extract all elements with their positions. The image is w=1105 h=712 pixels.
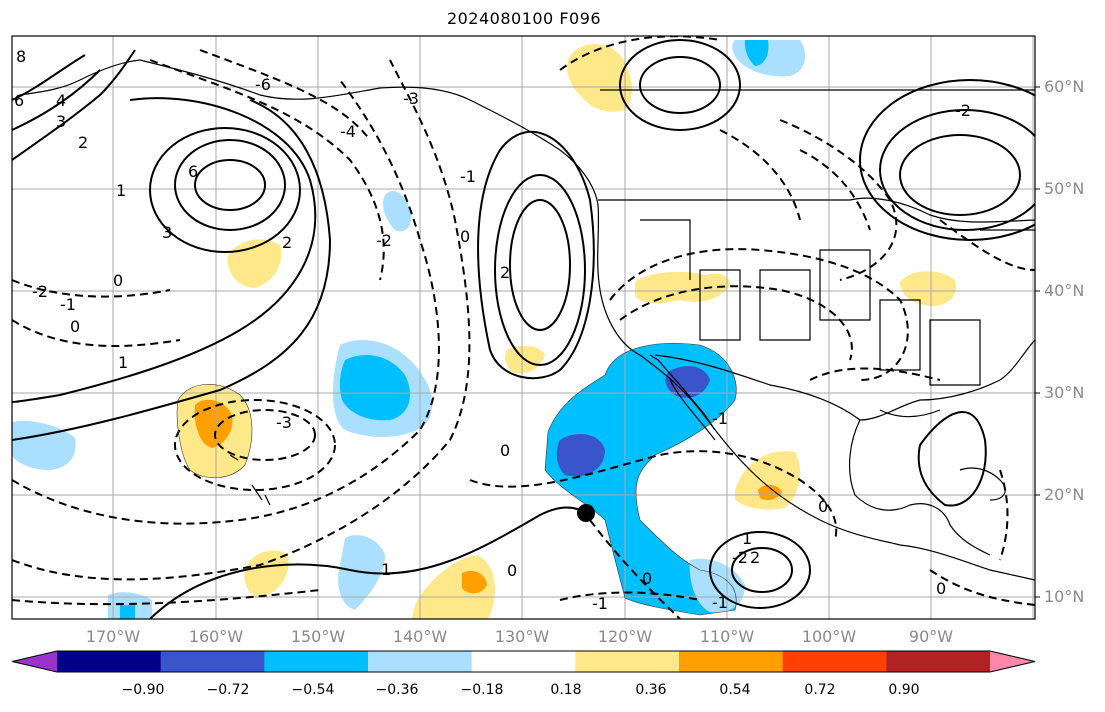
contour-label: 0 (460, 227, 470, 246)
contour-label: 0 (500, 441, 510, 460)
contour-label: 1 (742, 529, 752, 548)
colorbar-label: 0.90 (888, 682, 920, 698)
contours-positive (12, 39, 1035, 619)
lon-label: 140°W (392, 627, 448, 646)
contour-label: 6 (188, 162, 198, 181)
contour-label: -2 (376, 231, 392, 250)
shade-region (412, 555, 495, 619)
contour-label: 0 (70, 317, 80, 336)
colorbar-label: −0.18 (460, 682, 504, 698)
shade-region (383, 190, 412, 232)
shade-region (545, 343, 737, 615)
colorbar-swatch (782, 651, 887, 672)
contour-label: 2 (282, 233, 292, 252)
coastlines (19, 59, 1035, 581)
lat-label: 10°N (1044, 587, 1085, 606)
shade-region (12, 420, 76, 470)
contour-label: 0 (113, 271, 123, 290)
contour-label: -6 (255, 75, 271, 94)
black-dot-marker (577, 504, 595, 522)
colorbar-label: 0.18 (550, 682, 582, 698)
region-outlines (176, 343, 737, 616)
colorbar-swatch (368, 651, 473, 672)
shade-region (120, 605, 135, 619)
contour-label: -1 (712, 409, 728, 428)
colorbar-swatch (471, 651, 576, 672)
contour-label: 1 (116, 181, 126, 200)
map-title: 2024080100 F096 (446, 9, 602, 28)
plot-frame (11, 35, 1036, 620)
colorbar-outline (11, 650, 1036, 673)
lon-label: 90°W (908, 627, 954, 646)
contour-label: 3 (56, 112, 66, 131)
lon-label: 170°W (85, 627, 141, 646)
contour-label: 4 (56, 91, 66, 110)
contour-label: 1 (381, 560, 391, 579)
plot-area (12, 36, 1035, 619)
shade-region (744, 40, 769, 66)
lon-label: 160°W (188, 627, 244, 646)
colorbar-extend-low (12, 651, 57, 672)
contour-label: 3 (162, 223, 172, 242)
shade-region (462, 570, 487, 594)
colorbar-label: −0.72 (206, 682, 250, 698)
contour-label: 0 (507, 561, 517, 580)
contour-label: 0 (936, 579, 946, 598)
contour-label: 0 (642, 569, 652, 588)
colorbar-swatch (57, 651, 162, 672)
colorbar-extend-high (990, 651, 1035, 672)
lat-label: 40°N (1044, 281, 1085, 300)
contour-label: -1 (712, 593, 728, 612)
lat-label: 60°N (1044, 77, 1085, 96)
shade-region (567, 44, 632, 112)
lon-label: 150°W (290, 627, 346, 646)
shade-region (556, 434, 605, 477)
colorbar-swatch (264, 651, 369, 672)
shade-region (244, 550, 289, 598)
colorbar-swatch (575, 651, 680, 672)
contour-label: -1 (592, 594, 608, 613)
contour-label: -2 (955, 101, 971, 120)
shade-region (194, 399, 233, 448)
colorbar-swatch (886, 651, 991, 672)
contour-label: -2 (32, 282, 48, 301)
colorbar-swatch (679, 651, 784, 672)
colorbar-label: 0.54 (719, 682, 751, 698)
contours-negative (12, 36, 1035, 619)
contour-label: 1 (118, 353, 128, 372)
shade-region (339, 355, 410, 421)
contour-label: -2 (732, 548, 748, 567)
contour-label: -3 (403, 89, 419, 108)
tick-marks (1035, 86, 1040, 598)
colorbar-label: 0.72 (804, 682, 836, 698)
colorbar-label: −0.90 (121, 682, 165, 698)
contour-label: 6 (14, 91, 24, 110)
contour-label: -1 (460, 167, 476, 186)
lon-label: 100°W (801, 627, 857, 646)
colorbar (11, 650, 1036, 673)
lat-label: 20°N (1044, 485, 1085, 504)
shade-region (635, 271, 730, 304)
lon-label: 130°W (494, 627, 550, 646)
contour-label: 2 (750, 548, 760, 567)
colorbar-label: 0.36 (635, 682, 667, 698)
colorbar-label: −0.36 (375, 682, 419, 698)
lon-label: 110°W (699, 627, 755, 646)
contour-labels: 8 6 4 3 2 1 0 -1 -2 -3 -4 -6 0 1 2 3 6 0… (14, 47, 971, 613)
contour-label: -3 (276, 413, 292, 432)
contour-label: -4 (340, 122, 356, 141)
shade-region (900, 271, 957, 307)
contour-label: 2 (78, 133, 88, 152)
shade-region (758, 484, 782, 500)
lon-label: 120°W (597, 627, 653, 646)
lat-label: 50°N (1044, 179, 1085, 198)
contour-label: 0 (818, 497, 828, 516)
contour-label: -1 (60, 295, 76, 314)
colorbar-label: −0.54 (291, 682, 335, 698)
contour-label: 2 (500, 263, 510, 282)
contour-label: 8 (16, 47, 26, 66)
colorbar-swatch (160, 651, 265, 672)
lat-label: 30°N (1044, 383, 1085, 402)
